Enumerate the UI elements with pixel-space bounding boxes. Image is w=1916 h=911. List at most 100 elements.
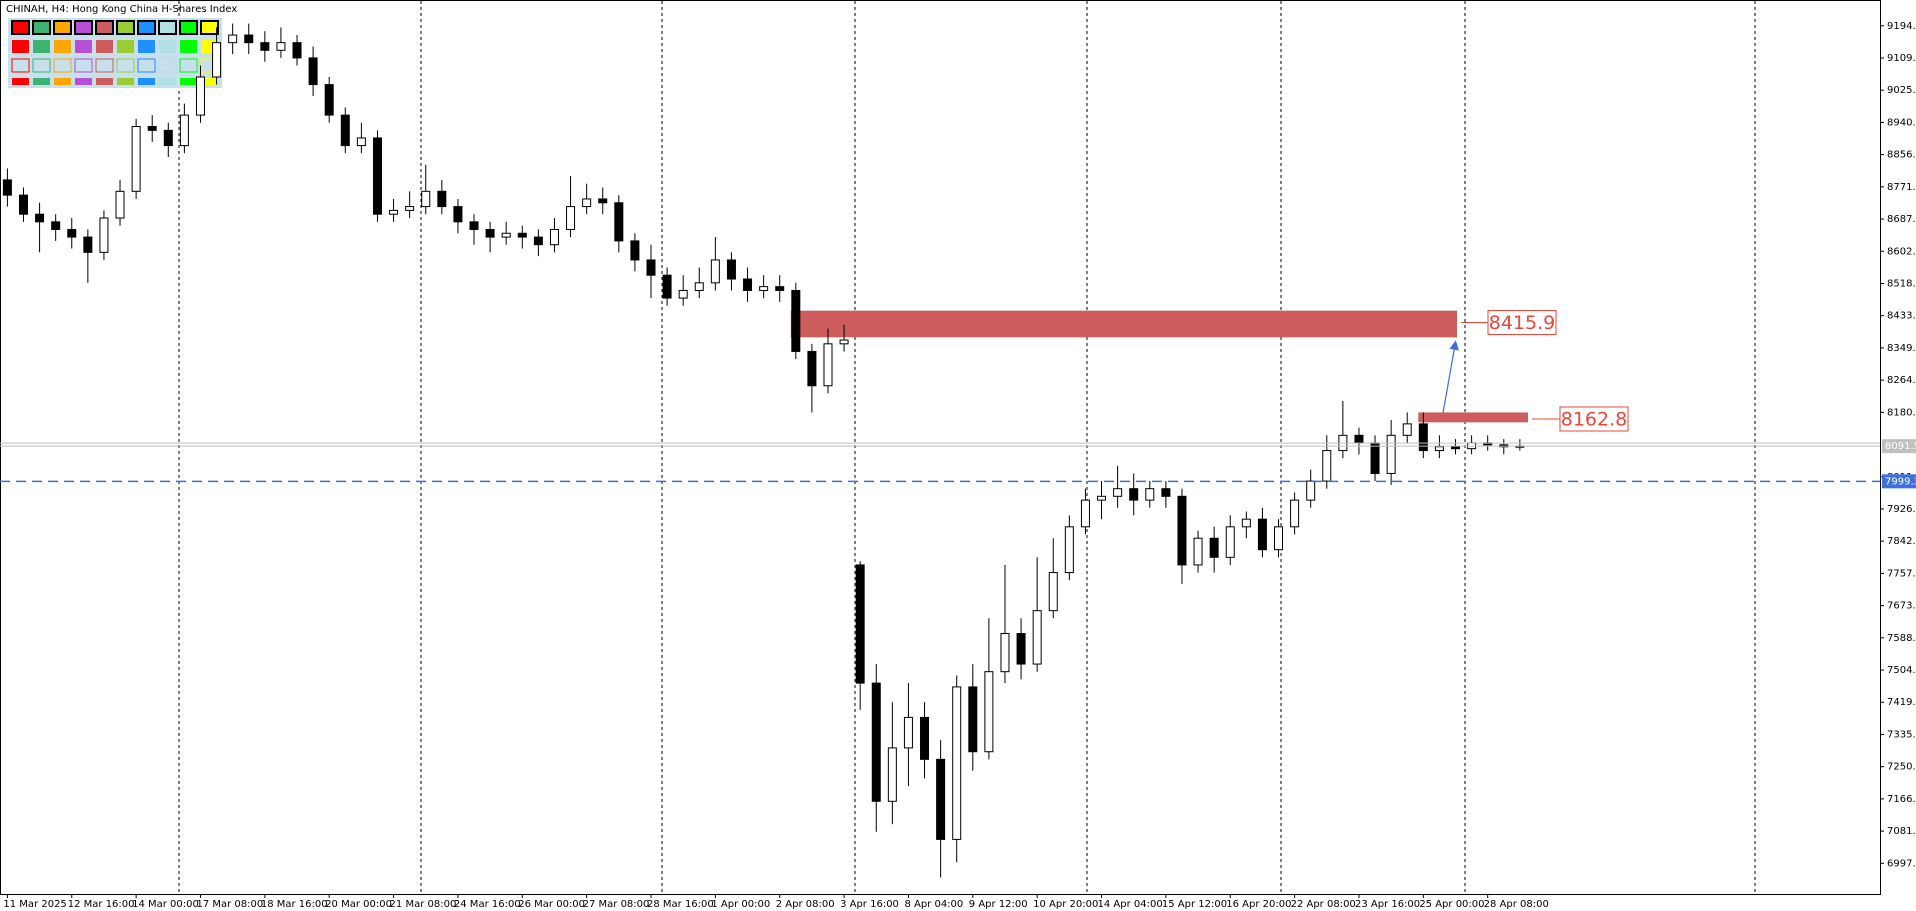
swatch [53,20,72,35]
y-tick-label: 8264.8 [1887,375,1916,386]
swatch [158,20,177,35]
swatch [180,78,197,85]
x-tick-label: 16 Apr 20:00 [1226,899,1291,910]
candle-body [1451,446,1460,450]
bid-label-box [1882,439,1916,454]
candle-body [1225,526,1235,558]
level-label: 7999.3 [1885,476,1916,487]
swatch [33,40,50,53]
y-tick-label: 8771.8 [1887,182,1916,193]
candle-body [1097,495,1107,501]
candle-body [389,209,399,215]
swatch [96,78,113,85]
swatch [179,58,198,73]
candle-body [759,286,769,291]
candle-body [871,682,881,802]
candle-body [1354,434,1364,444]
candle-body [421,190,431,208]
candle-body [920,716,930,760]
candle-body [405,206,415,211]
candle-body [775,286,785,291]
candle-body [67,228,77,238]
y-tick-label: 6997.3 [1887,858,1916,869]
zone-label: 8162.8 [1561,408,1627,430]
candle-body [630,240,640,261]
candle-body [485,228,495,238]
x-tick-label: 18 Mar 16:00 [261,899,328,910]
swatch [116,20,135,35]
candle-body [533,236,543,246]
x-tick-label: 10 Apr 20:00 [1033,899,1098,910]
candle-body [501,232,511,238]
y-tick-label: 7419.8 [1887,697,1916,708]
swatch [32,20,51,35]
y-tick-label: 7081.8 [1887,826,1916,837]
candle-body [743,278,753,291]
candle-body [1241,518,1251,528]
candle-body [1177,495,1187,566]
color-palette [8,18,222,88]
swatch [75,78,92,85]
candle-body [1080,499,1090,528]
swatch [11,20,30,35]
candle-body [694,282,704,291]
candle-body [807,350,817,387]
candle-body [1290,499,1300,528]
candle-body [99,217,109,253]
swatch [95,58,114,73]
x-tick-label: 14 Mar 00:00 [132,899,199,910]
bid-label: 8091.5 [1885,441,1916,452]
y-tick-label: 8602.8 [1887,246,1916,257]
y-tick-label: 9194.3 [1887,21,1916,32]
y-tick-label: 8180.3 [1887,407,1916,418]
candle-body [984,671,994,753]
candle-body [51,221,61,230]
candle-body [1402,423,1412,436]
candle-body [662,274,672,299]
candle-body [1274,526,1284,551]
candle-body [1064,526,1074,574]
candle-body [903,716,913,749]
x-tick-label: 3 Apr 16:00 [840,899,899,910]
zone-label-box [1559,406,1629,432]
candle-body [83,236,93,253]
x-tick-label: 1 Apr 00:00 [711,899,770,910]
candle-body [1370,442,1380,474]
y-tick-label: 7504.3 [1887,665,1916,676]
y-tick-label: 7757.8 [1887,568,1916,579]
swatch [116,58,135,73]
candle-body [936,758,946,840]
zone-label: 8415.9 [1489,312,1555,334]
y-tick-label: 7926.8 [1887,504,1916,515]
swatch [74,58,93,73]
candle-body [1257,518,1267,551]
candle-body [228,34,238,44]
candle-body [35,213,45,223]
candle-body [324,84,334,116]
candle-body [340,114,350,147]
candle-body [115,190,125,219]
candle-body [292,42,302,59]
candle-body [855,564,865,684]
swatch [159,78,176,85]
swatch [12,40,29,53]
candle-body [823,343,833,387]
candle-body [952,686,962,840]
x-tick-label: 28 Mar 16:00 [647,899,714,910]
candle-body [372,137,382,215]
candle-body [1306,480,1316,501]
candle-body [710,259,720,284]
candle-body [1129,488,1139,501]
swatch [53,58,72,73]
swatch [12,78,29,85]
y-tick-label: 7673.3 [1887,601,1916,612]
y-tick-label: 8940.8 [1887,117,1916,128]
x-tick-label: 21 Mar 08:00 [390,899,457,910]
swatch [137,20,156,35]
swatch [54,78,71,85]
candle-body [1048,572,1058,612]
candle-body [18,194,28,215]
swatch [200,20,219,35]
